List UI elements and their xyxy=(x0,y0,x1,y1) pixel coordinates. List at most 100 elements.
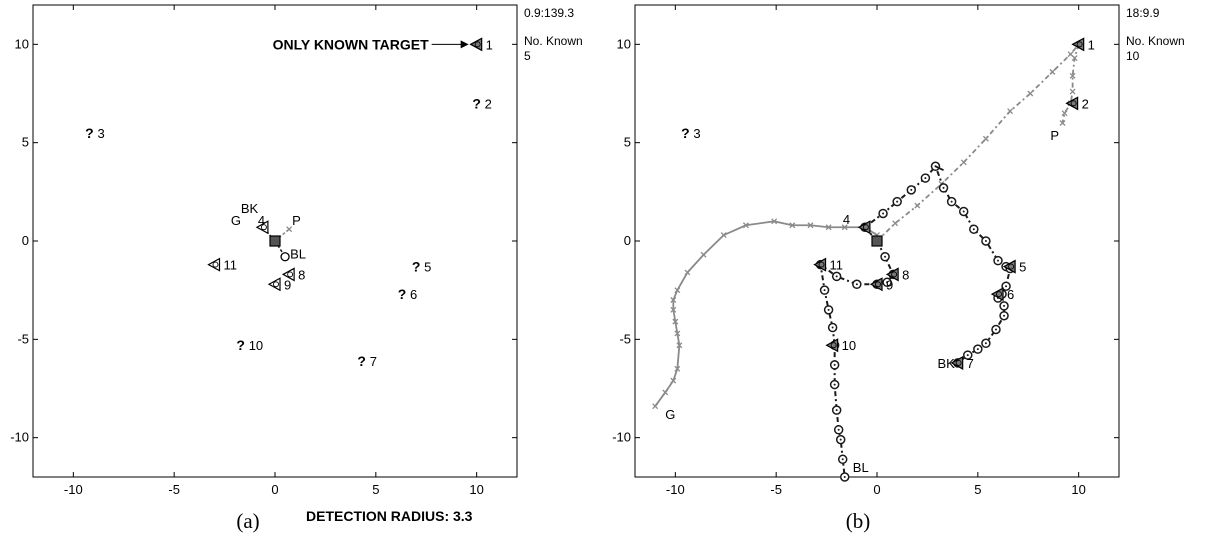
x-tick-label: 0 xyxy=(271,482,278,497)
target-11-marker xyxy=(813,257,827,272)
y-tick-label: 10 xyxy=(15,36,29,51)
target-ring-icon xyxy=(474,41,481,48)
series-point-dot xyxy=(950,200,953,203)
unknown-target-icon: ? xyxy=(472,95,481,111)
y-tick-label: 10 xyxy=(617,36,631,51)
agent-label-bl: BL xyxy=(853,460,869,475)
series-point-dot xyxy=(1003,314,1006,317)
series-point-dot xyxy=(837,428,840,431)
annotation-arrow-head-icon xyxy=(460,40,469,49)
target-10-marker xyxy=(825,338,839,353)
target-triangle-icon xyxy=(1071,37,1085,52)
target-label: 9 xyxy=(886,277,893,292)
agent-label-p: P xyxy=(1050,128,1059,143)
series-point xyxy=(789,222,796,229)
agent-bl-marker xyxy=(280,252,290,262)
target-label: 5 xyxy=(424,260,431,275)
target-triangle-icon xyxy=(990,287,1004,302)
target-triangle-icon xyxy=(1065,96,1079,111)
target-label: 6 xyxy=(1007,287,1014,302)
series-point xyxy=(771,218,778,225)
y-tick-label: 0 xyxy=(624,233,631,248)
series-segment-path xyxy=(935,165,944,172)
target-label: 1 xyxy=(486,37,493,52)
target-label: 7 xyxy=(967,356,974,371)
x-tick-label: 0 xyxy=(873,482,880,497)
series-point xyxy=(652,403,659,410)
target-label: 6 xyxy=(410,287,417,302)
target-2-marker: ? xyxy=(472,95,481,111)
series-point-dot xyxy=(984,240,987,242)
agent-label-bl: BL xyxy=(290,247,306,262)
series-point xyxy=(825,224,832,231)
target-label: 2 xyxy=(485,96,492,111)
side-info-1: No. Known xyxy=(1126,34,1185,48)
target-ring-icon xyxy=(1076,41,1083,48)
series-point-dot xyxy=(884,255,887,258)
target-label: 4 xyxy=(258,213,265,228)
target-label: 8 xyxy=(298,267,305,282)
side-info-1: No. Known xyxy=(524,34,583,48)
series-point xyxy=(1061,110,1068,117)
target-1-marker xyxy=(1071,37,1085,52)
series-point-dot xyxy=(839,438,842,441)
target-7-marker xyxy=(950,355,964,370)
series-point xyxy=(1027,90,1034,97)
y-tick-label: 0 xyxy=(22,233,29,248)
target-triangle-icon xyxy=(825,338,839,353)
target-label: 2 xyxy=(1082,96,1089,111)
target-ring-icon xyxy=(891,271,898,278)
agent-label-p: P xyxy=(292,213,301,228)
target-9-marker xyxy=(869,277,883,292)
series-point-dot xyxy=(835,275,838,278)
series-point xyxy=(960,159,967,166)
series-point xyxy=(662,389,669,396)
series-point-dot xyxy=(841,458,844,461)
target-9-marker xyxy=(267,277,281,292)
y-tick-label: -5 xyxy=(619,331,631,346)
base-station-icon xyxy=(269,235,281,247)
target-triangle-icon xyxy=(857,220,871,235)
target-ring-icon xyxy=(875,281,881,288)
target-label: 10 xyxy=(249,338,263,353)
unknown-target-icon: ? xyxy=(357,353,366,369)
series-point-dot xyxy=(843,476,846,478)
series-point-dot xyxy=(972,228,975,231)
series-point-dot xyxy=(855,283,858,286)
target-triangle-icon xyxy=(885,267,899,282)
series-point-dot xyxy=(827,308,830,311)
target-2-marker xyxy=(1065,96,1079,111)
target-label: 4 xyxy=(843,212,850,227)
series-point-dot xyxy=(833,363,836,366)
series-bk-path xyxy=(860,161,1015,368)
series-point-dot xyxy=(835,409,838,412)
x-tick-label: 10 xyxy=(469,482,483,497)
unknown-target-icon: ? xyxy=(85,125,94,141)
target-1-marker xyxy=(469,37,483,52)
series-point-dot xyxy=(962,210,965,213)
series-point xyxy=(670,377,677,384)
y-tick-label: 5 xyxy=(624,135,631,150)
series-point xyxy=(676,342,683,349)
series-point xyxy=(892,220,899,227)
target-triangle-icon xyxy=(207,257,221,272)
series-point-dot xyxy=(942,186,945,189)
series-point-dot xyxy=(823,289,826,292)
x-tick-label: -5 xyxy=(168,482,180,497)
target-3-marker: ? xyxy=(681,125,690,141)
series-point-dot xyxy=(896,200,899,203)
target-ring-icon xyxy=(1070,100,1077,107)
series-point xyxy=(807,222,814,229)
series-point xyxy=(720,232,727,239)
target-triangle-icon xyxy=(267,277,281,292)
y-tick-label: -5 xyxy=(17,331,29,346)
series-line xyxy=(935,165,944,172)
agent-label-bk: BK xyxy=(241,201,259,216)
series-point-dot xyxy=(984,342,987,345)
target-3-marker: ? xyxy=(85,125,94,141)
target-ring-icon xyxy=(273,281,279,288)
target-triangle-icon xyxy=(281,267,295,282)
